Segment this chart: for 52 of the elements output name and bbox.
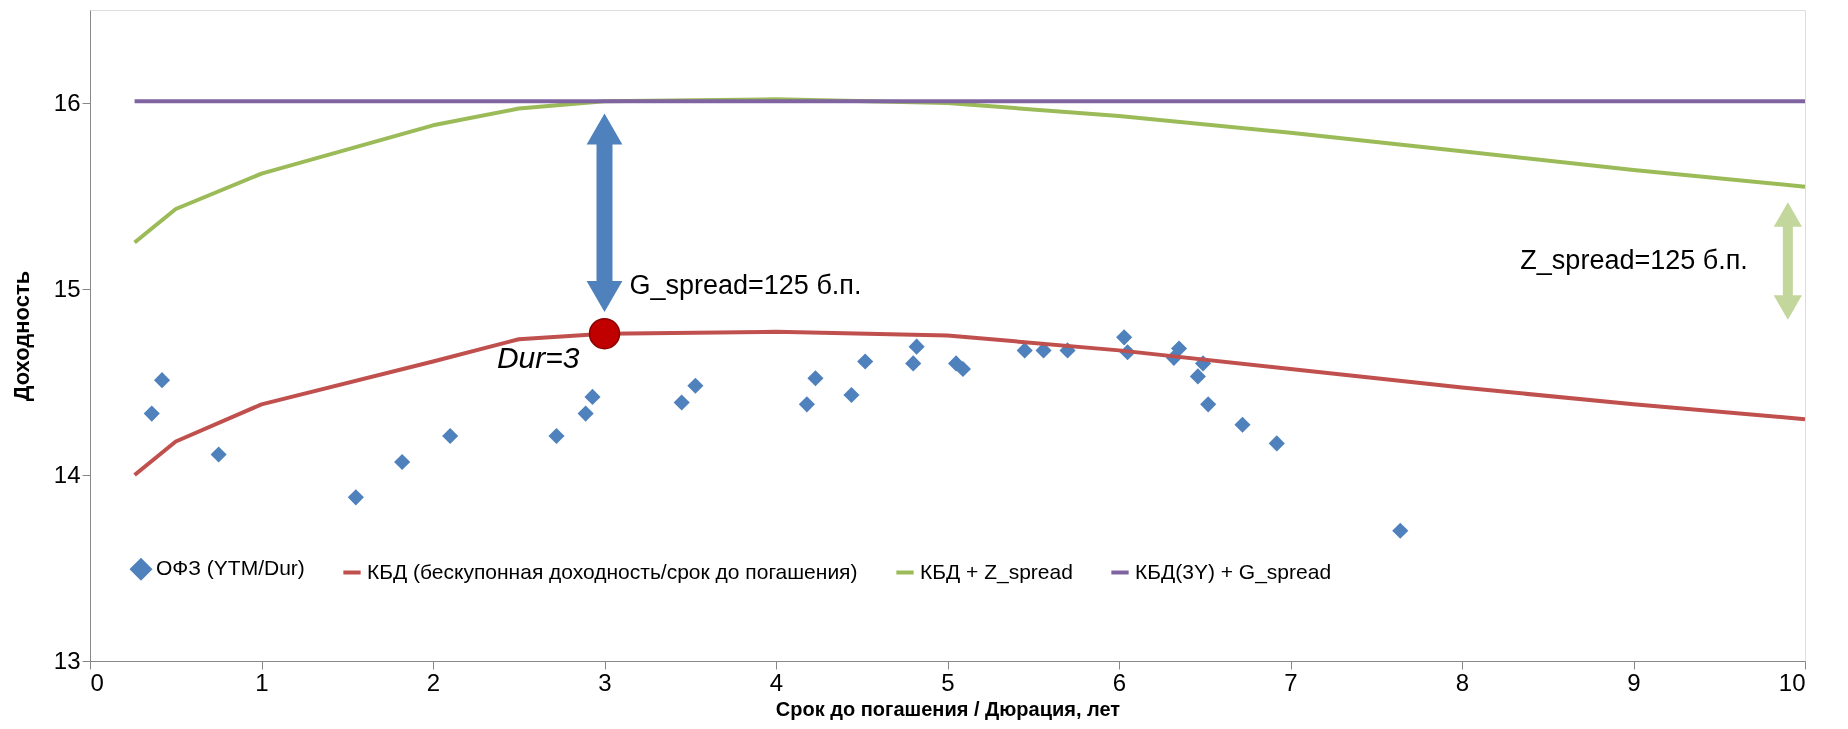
annotation: Z_spread=125 б.п. [1520,245,1748,276]
x-tick-label: 7 [1284,668,1298,696]
point [394,453,411,471]
x-tick-label: 6 [1112,668,1127,696]
legend-label: ОФЗ (YTM/Dur) [156,556,305,580]
point [153,372,171,389]
x-tick-label: 0 [90,668,104,696]
point [1234,416,1251,433]
x-tick-label: 8 [1455,668,1470,696]
point [442,427,459,444]
x-tick-label: 10 [1778,668,1806,696]
point [1189,368,1206,385]
annotation: G_spread=125 б.п. [629,270,862,301]
point [210,446,227,463]
point [843,386,860,404]
x-tick-label: 9 [1627,668,1641,696]
point [954,360,971,378]
point [143,405,160,422]
legend-label: КБД (бескупонная доходность/срок до погашения) [367,559,858,583]
point [1268,435,1285,452]
point [577,405,594,422]
point [905,355,922,372]
point [1392,522,1409,539]
x-axis-title: Срок до погашения / Дюрация, лет [775,697,1121,720]
point [1016,342,1033,359]
x-tick-label: 2 [426,668,441,696]
x-tick-label: 5 [941,668,955,696]
y-tick-label: 16 [53,88,81,116]
annotation: Dur=3 [496,340,580,374]
y-tick-label: 15 [53,274,81,302]
point [798,396,815,413]
point [1170,340,1188,357]
legend-label: КБД + Z_spread [920,559,1073,584]
point [807,370,824,387]
point [1116,329,1133,346]
legend-label: КБД(3Y) + G_spread [1135,559,1332,584]
y-tick-label: 13 [53,646,81,674]
x-tick-label: 1 [255,668,269,696]
point [687,377,704,394]
point [1200,396,1217,413]
point [857,353,874,370]
point [673,394,690,411]
point [588,317,621,350]
point [908,338,925,355]
x-tick-label: 3 [598,668,612,696]
point [584,388,601,405]
point [347,489,364,506]
x-tick-label: 4 [769,668,784,696]
line-series [132,329,1807,477]
point [548,427,565,444]
y-tick-label: 14 [53,460,81,488]
y-axis-title: Доходность [8,270,34,402]
